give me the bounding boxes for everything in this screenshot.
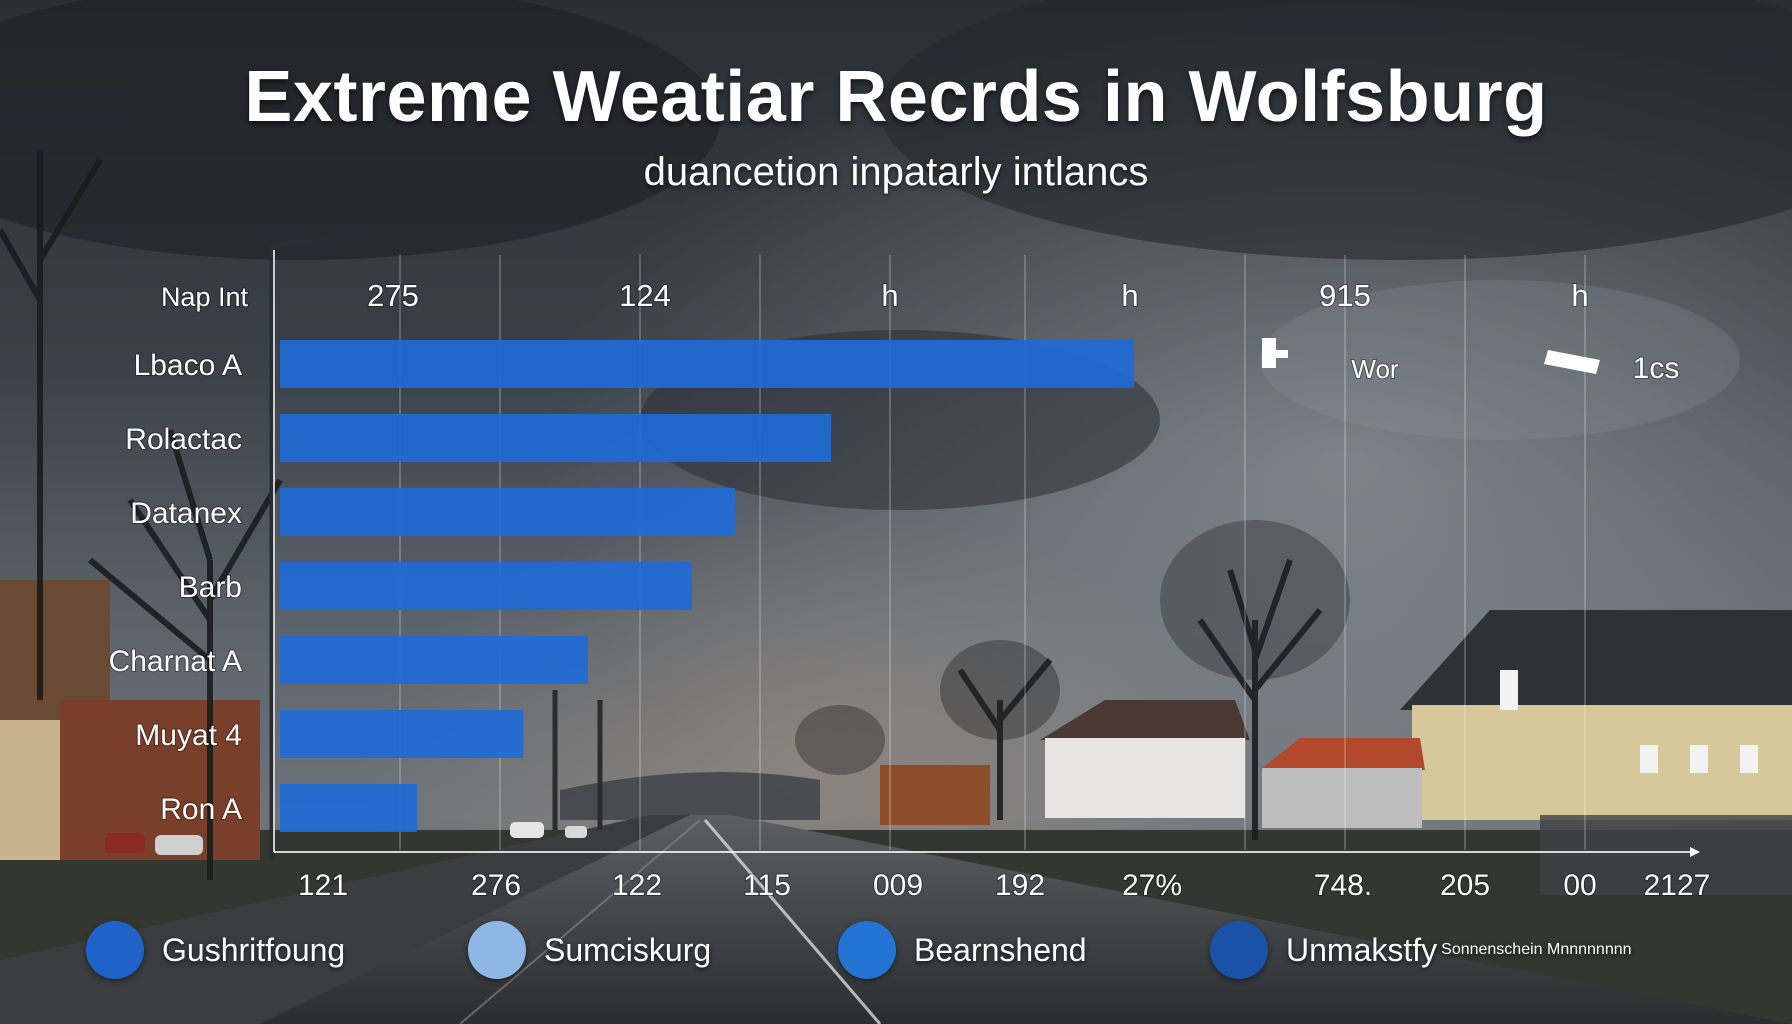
legend-item: Unmakstfy Sonnenschein Mnnnnnnnn: [1210, 918, 1632, 982]
legend-label: Bearnshend: [914, 931, 1087, 968]
bottom-tick-label: 122: [612, 869, 662, 902]
legend-label: Sumciskurg: [544, 931, 712, 968]
top-tick-label: h: [1121, 278, 1138, 313]
category-label: Ron A: [160, 793, 242, 826]
bottom-tick-label: 00: [1563, 869, 1596, 902]
category-label: Muyat 4: [135, 719, 242, 752]
top-row-extra-label: 1cs: [1633, 352, 1680, 385]
bar: [280, 562, 693, 610]
bar: [280, 340, 1134, 388]
legend-note: Sonnenschein Mnnnnnnnn: [1441, 941, 1632, 958]
bottom-tick-label: 009: [873, 869, 923, 902]
bar: [280, 784, 418, 832]
bottom-tick-label: 115: [743, 869, 791, 902]
category-label: Datanex: [130, 497, 242, 530]
legend-item: Sumciskurg: [468, 918, 711, 982]
category-label: Lbaco A: [134, 349, 242, 382]
legend-swatch: [86, 921, 144, 979]
category-label: Rolactac: [125, 423, 242, 456]
bottom-tick-label: 2127: [1644, 869, 1711, 902]
bottom-tick-label: 748.: [1314, 869, 1372, 902]
category-label: Barb: [179, 571, 242, 604]
x-axis-arrow: [1690, 847, 1700, 857]
top-tick-label: h: [881, 278, 898, 313]
legend-label: Gushritfoung: [162, 931, 346, 968]
legend-item: Bearnshend: [838, 918, 1087, 982]
legend-swatch: [838, 921, 896, 979]
top-tick-label: 275: [367, 278, 419, 313]
legend-item: Gushritfoung: [86, 918, 345, 982]
top-row-label: Nap Int: [161, 282, 249, 312]
chart-title: Extreme Weatiar Recrds in Wolfsburg: [244, 57, 1548, 137]
top-row-extra-label: Wor: [1351, 354, 1399, 384]
bottom-tick-label: 276: [471, 869, 521, 902]
chart-legend: Gushritfoung Sumciskurg Bearnshend Unmak…: [80, 918, 1780, 982]
legend-swatch: [468, 921, 526, 979]
bar: [280, 636, 588, 684]
top-tick-label: 915: [1319, 278, 1371, 313]
legend-label: Unmakstfy: [1286, 931, 1438, 968]
bottom-tick-label: 205: [1440, 869, 1490, 902]
bottom-tick-label: 27%: [1122, 869, 1182, 902]
bottom-tick-label: 192: [995, 869, 1045, 902]
bar: [280, 488, 735, 536]
legend-swatch: [1210, 921, 1268, 979]
category-label: Charnat A: [109, 645, 242, 678]
bar: [280, 414, 832, 462]
wind-icon: [1544, 350, 1600, 374]
bar: [280, 710, 524, 758]
top-tick-label: 124: [619, 278, 671, 313]
chart-subtitle: duancetion inpatarly intlancs: [643, 150, 1149, 194]
bottom-tick-label: 121: [298, 869, 348, 902]
top-tick-label: h: [1571, 278, 1588, 313]
flag-icon: [1262, 338, 1288, 368]
